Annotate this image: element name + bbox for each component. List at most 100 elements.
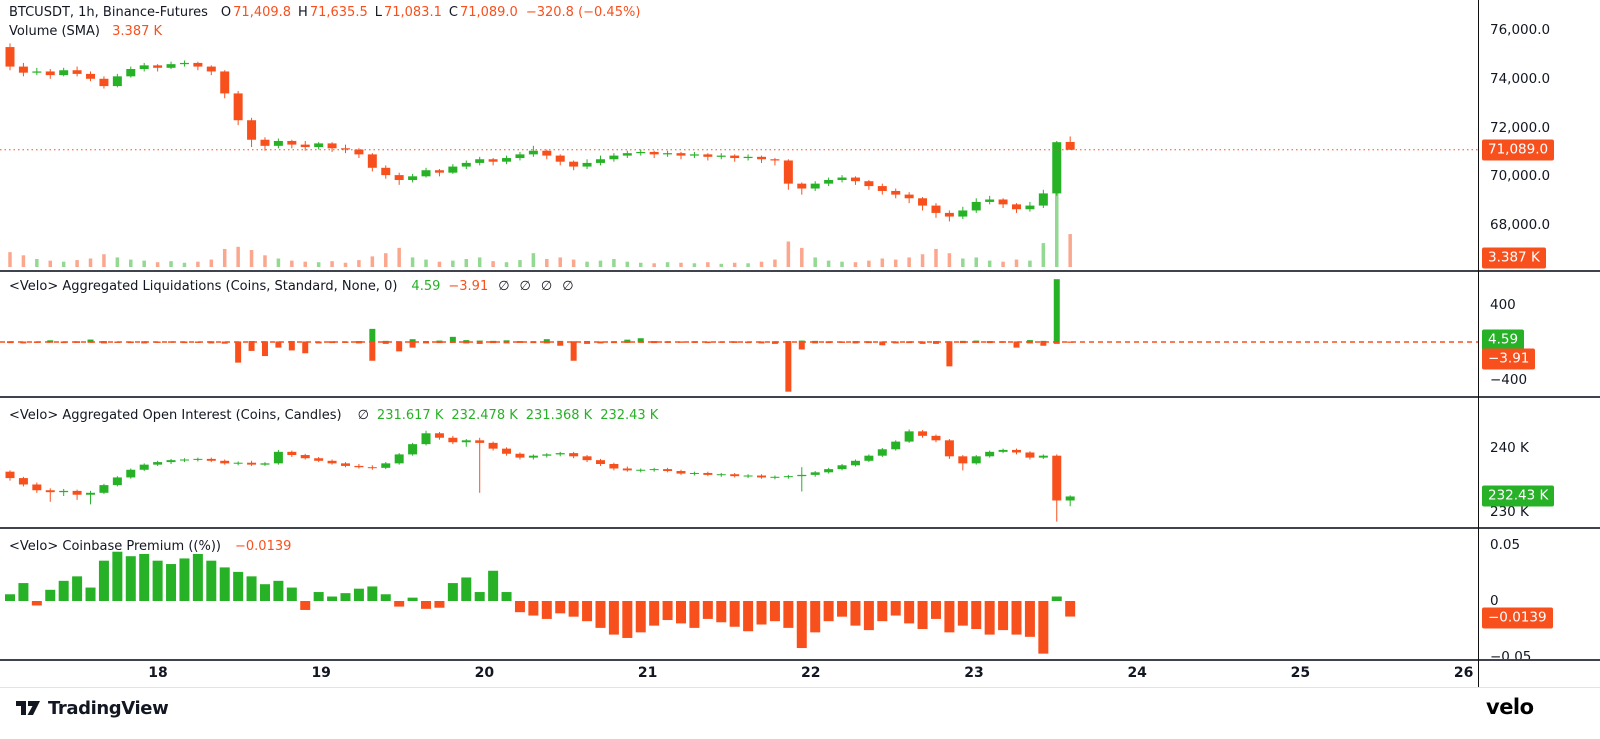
hist-bar xyxy=(196,261,200,267)
hist-bar xyxy=(396,342,403,352)
candle-body xyxy=(421,170,431,177)
open-interest-legend-row[interactable]: <Velo> Aggregated Open Interest (Coins, … xyxy=(9,406,658,425)
hist-bar xyxy=(141,341,148,343)
candle-body xyxy=(810,472,820,475)
time-axis-label: 20 xyxy=(474,665,495,681)
candle-body xyxy=(609,464,619,469)
candle-body xyxy=(783,160,793,184)
pane-separator-3[interactable] xyxy=(0,527,1600,529)
hist-bar xyxy=(179,558,190,601)
candle-body xyxy=(649,151,659,155)
candle-body xyxy=(273,140,283,146)
time-axis-scale[interactable]: 18 19 20 21 22 23 24 25 26 xyxy=(0,661,1600,687)
candle-body xyxy=(381,463,391,468)
premium-legend-title: <Velo> Coinbase Premium ((%)) xyxy=(9,539,221,554)
candle-body xyxy=(327,460,337,464)
hist-bar xyxy=(248,342,255,351)
hist-bar xyxy=(879,341,886,343)
hist-bar xyxy=(72,576,83,601)
hist-bar xyxy=(87,339,94,342)
candle-body xyxy=(837,465,847,470)
candle-body xyxy=(18,66,28,73)
hist-bar xyxy=(959,340,966,342)
hist-bar xyxy=(743,601,754,632)
hist-bar xyxy=(865,341,872,343)
ohlc-value: 71,635.5 xyxy=(309,5,368,20)
candle-body xyxy=(166,460,176,463)
candle-body xyxy=(730,474,740,477)
time-axis-label: 25 xyxy=(1290,665,1311,681)
hist-bar xyxy=(423,342,430,344)
hist-bar xyxy=(867,260,871,267)
hist-bar xyxy=(582,601,593,622)
premium-legend-row[interactable]: <Velo> Coinbase Premium ((%)) −0.0139 xyxy=(9,537,291,556)
hist-bar xyxy=(464,259,469,267)
hist-bar xyxy=(745,342,752,344)
hist-bar xyxy=(1053,279,1060,342)
candle-body xyxy=(891,441,901,450)
candle-body xyxy=(1012,449,1021,453)
hist-bar xyxy=(369,342,376,361)
pane-separator-2[interactable] xyxy=(0,396,1600,398)
tradingview-logo[interactable]: TradingView xyxy=(16,697,169,719)
hist-bar xyxy=(503,340,510,342)
hist-bar xyxy=(222,248,227,267)
hist-bar xyxy=(652,263,656,267)
hist-bar xyxy=(503,342,510,344)
hist-bar xyxy=(863,601,874,631)
hist-bar xyxy=(154,341,161,343)
hist-bar xyxy=(369,328,376,342)
price-axis-scale[interactable]: 76,000.0 74,000.0 72,000.0 70,000.0 68,000.0… xyxy=(1479,0,1600,665)
chart-canvas[interactable] xyxy=(0,0,1478,660)
ohlc-value: 71,089.0 xyxy=(459,5,518,20)
hist-bar xyxy=(825,341,832,343)
pane-separator-1[interactable] xyxy=(0,270,1600,272)
candle-body xyxy=(864,455,874,461)
hist-bar xyxy=(531,253,536,267)
open-interest-value: 231.617 K xyxy=(376,408,444,423)
oi-axis-badge: 232.43 K xyxy=(1482,485,1555,507)
hist-bar xyxy=(246,576,257,601)
hist-bar xyxy=(424,259,428,267)
candle-body xyxy=(488,442,498,449)
open-interest-value: 231.368 K xyxy=(525,408,593,423)
candle-body xyxy=(434,170,444,173)
symbol-legend-row[interactable]: BTCUSDT, 1h, Binance-Futures O 71,409.8 H 71… xyxy=(9,3,640,22)
hist-bar xyxy=(839,341,846,343)
hist-bar xyxy=(610,342,617,344)
hist-bar xyxy=(115,257,120,267)
candle-body xyxy=(985,199,995,202)
candle-body xyxy=(193,62,203,67)
hist-bar xyxy=(316,262,321,267)
volume-legend-title: Volume (SMA) xyxy=(9,24,100,39)
hist-bar xyxy=(1024,601,1035,637)
volume-legend-row[interactable]: Volume (SMA) 3.387 K xyxy=(9,22,640,41)
hist-bar xyxy=(61,261,66,267)
hist-bar xyxy=(451,260,455,267)
hist-bar xyxy=(474,592,485,601)
candle-body xyxy=(394,175,404,180)
hist-bar xyxy=(273,580,284,601)
hist-bar xyxy=(21,255,26,267)
hist-bar xyxy=(853,262,858,267)
hist-bar xyxy=(461,577,472,601)
liquidations-legend-row[interactable]: <Velo> Aggregated Liquidations (Coins, S… xyxy=(9,277,574,296)
candle-body xyxy=(810,183,820,189)
candle-body xyxy=(689,154,699,156)
hist-bar xyxy=(1013,342,1020,348)
time-axis-label: 21 xyxy=(637,665,658,681)
chart-area[interactable]: BTCUSDT, 1h, Binance-Futures O 71,409.8 H 71… xyxy=(0,0,1478,660)
hist-bar xyxy=(434,601,445,608)
change-value: −320.8 (−0.45%) xyxy=(525,5,641,20)
axis-tick-label: 400 xyxy=(1490,296,1516,313)
hist-bar xyxy=(904,601,915,624)
candle-body xyxy=(797,183,807,189)
hist-bar xyxy=(998,601,1009,631)
hist-bar xyxy=(1040,342,1047,346)
hist-bar xyxy=(893,259,898,267)
hist-bar xyxy=(1013,341,1020,343)
hist-bar xyxy=(570,342,577,361)
candle-body xyxy=(421,433,431,445)
hist-bar xyxy=(127,342,134,344)
candle-body xyxy=(743,156,753,159)
